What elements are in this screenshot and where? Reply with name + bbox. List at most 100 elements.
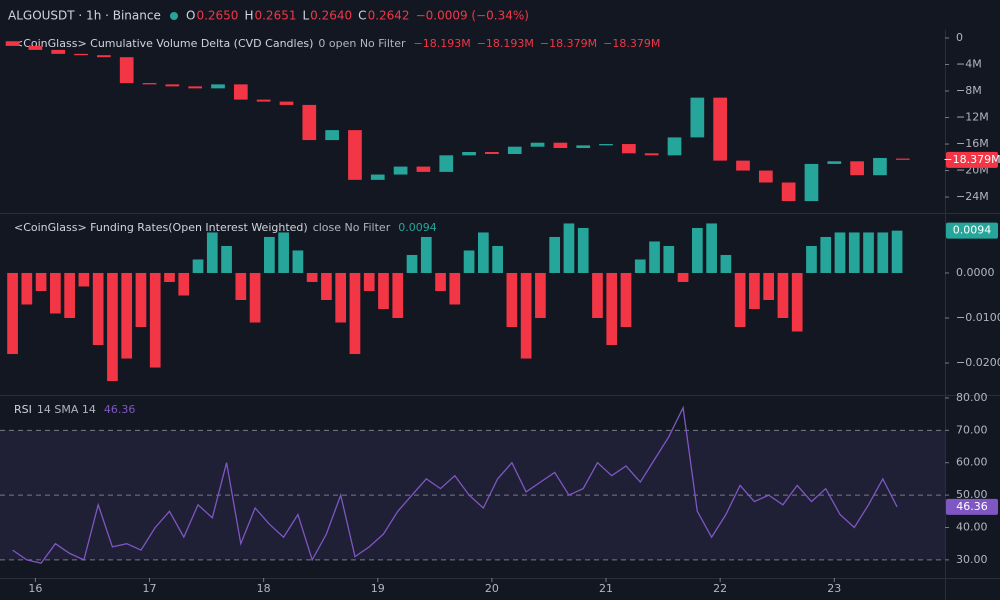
bar [763, 272, 775, 300]
bar [720, 254, 732, 273]
ohlc-value: 0.2642 [368, 9, 410, 23]
y-tick-label: 80.00 [956, 391, 988, 404]
bar [606, 272, 618, 346]
bar [520, 272, 532, 359]
pane-subtitle: 14 SMA 14 [37, 403, 96, 416]
y-tick-label: 70.00 [956, 423, 988, 436]
candle [233, 84, 248, 100]
bar [50, 272, 61, 314]
candle [895, 158, 910, 160]
candle [507, 146, 522, 154]
candle [599, 144, 613, 146]
y-tick-label: 0.0000 [956, 266, 995, 279]
bar [706, 223, 717, 273]
y-tick-label: −4M [956, 57, 982, 70]
bar [577, 227, 589, 273]
bar [64, 272, 75, 319]
y-tick-label: 50.00 [956, 488, 988, 501]
bar [121, 272, 133, 359]
bar [235, 272, 247, 300]
candle [393, 166, 408, 175]
bar [620, 272, 632, 328]
bar [734, 272, 746, 328]
bar [107, 272, 118, 382]
bar [164, 272, 175, 282]
bar [78, 272, 90, 287]
ohlc-key: L [302, 9, 309, 23]
candle [51, 49, 66, 54]
bar [492, 245, 503, 273]
y-tick-label: −24M [956, 190, 989, 203]
candle [5, 41, 20, 46]
ohlc-value: 0.2651 [254, 9, 296, 23]
candle [439, 155, 454, 172]
bar [506, 272, 518, 328]
candle [370, 174, 385, 180]
symbol[interactable]: ALGOUSDT · 1h · Binance [8, 9, 161, 23]
bar [549, 236, 561, 273]
x-tick-label: 18 [257, 582, 271, 595]
y-tick-label: 30.00 [956, 553, 988, 566]
candle [622, 144, 636, 154]
pane-subtitle: 0 open No Filter [318, 37, 406, 50]
candle [804, 163, 819, 202]
pane-title: <CoinGlass> Funding Rates(Open Interest … [14, 221, 308, 234]
bar [663, 245, 675, 273]
x-tick-label: 23 [827, 582, 841, 595]
bar [435, 272, 446, 291]
bar [92, 272, 104, 346]
bar [21, 272, 33, 305]
bar [420, 236, 432, 273]
bar [449, 272, 461, 305]
bar [221, 245, 232, 273]
bar [834, 232, 846, 273]
candle [667, 137, 682, 156]
bar [677, 272, 689, 282]
candle [165, 84, 180, 87]
bar [35, 272, 47, 291]
legend-value: −18.379M [603, 37, 660, 50]
x-tick-label: 17 [143, 582, 157, 595]
bar [278, 232, 289, 273]
bar [7, 272, 18, 355]
pane-title: <CoinGlass> Cumulative Volume Delta (CVD… [14, 37, 313, 50]
candle [416, 166, 431, 172]
legend-value: 46.36 [104, 403, 136, 416]
y-tick-label: −0.0200 [956, 356, 1000, 369]
status-dot [170, 12, 178, 20]
y-tick-label: −16M [956, 137, 989, 150]
legend-value: −18.193M [414, 37, 471, 50]
x-tick-label: 21 [599, 582, 613, 595]
candle [211, 84, 225, 89]
ohlc-value: 0.2650 [196, 9, 238, 23]
candle [74, 53, 88, 56]
candle [279, 101, 294, 105]
candle [97, 55, 111, 58]
bar [691, 227, 703, 273]
candle [644, 153, 659, 156]
ohlc-key: O [186, 9, 195, 23]
bar [392, 272, 404, 319]
bar [321, 272, 332, 300]
bar [249, 272, 261, 323]
candle [736, 160, 750, 171]
bar [848, 232, 860, 273]
bar [192, 259, 204, 273]
candle [188, 86, 203, 89]
candle [713, 97, 728, 161]
y-tick-label: 60.00 [956, 456, 988, 469]
candle [576, 145, 591, 149]
bar [306, 272, 318, 282]
legend-value: −18.379M [540, 37, 597, 50]
bar [178, 272, 190, 296]
bar [891, 230, 903, 273]
x-tick-label: 19 [371, 582, 385, 595]
pane-subtitle: close No Filter [313, 221, 391, 234]
y-tick-label: −12M [956, 111, 989, 124]
bar [206, 232, 218, 273]
pane-title: RSI [14, 403, 32, 416]
candle [827, 161, 842, 164]
candle [850, 161, 864, 176]
candle [758, 170, 773, 183]
